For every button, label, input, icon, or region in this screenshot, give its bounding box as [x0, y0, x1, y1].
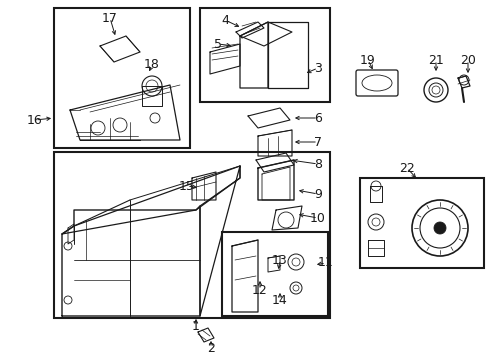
Text: 9: 9 [313, 188, 321, 201]
Text: 2: 2 [206, 342, 215, 355]
Text: 12: 12 [252, 284, 267, 297]
Circle shape [433, 222, 445, 234]
Text: 19: 19 [359, 54, 375, 67]
Text: 14: 14 [271, 293, 287, 306]
Bar [359, 178, 483, 268]
Text: 18: 18 [144, 58, 160, 72]
Text: 22: 22 [398, 162, 414, 175]
Text: 3: 3 [313, 62, 321, 75]
Bar [200, 8, 329, 102]
Bar [54, 8, 190, 148]
Text: 6: 6 [313, 112, 321, 125]
Text: 13: 13 [271, 253, 287, 266]
Bar [222, 232, 327, 316]
Text: 17: 17 [102, 12, 118, 24]
Text: 5: 5 [214, 37, 222, 50]
Text: 10: 10 [309, 211, 325, 225]
Text: 11: 11 [318, 256, 333, 270]
Text: 16: 16 [27, 113, 43, 126]
Text: 8: 8 [313, 158, 321, 171]
Text: 15: 15 [179, 180, 195, 193]
Text: 7: 7 [313, 135, 321, 148]
Text: 21: 21 [427, 54, 443, 67]
Text: 1: 1 [192, 320, 200, 333]
Bar [54, 152, 329, 318]
Text: 20: 20 [459, 54, 475, 67]
Text: 4: 4 [221, 13, 228, 27]
